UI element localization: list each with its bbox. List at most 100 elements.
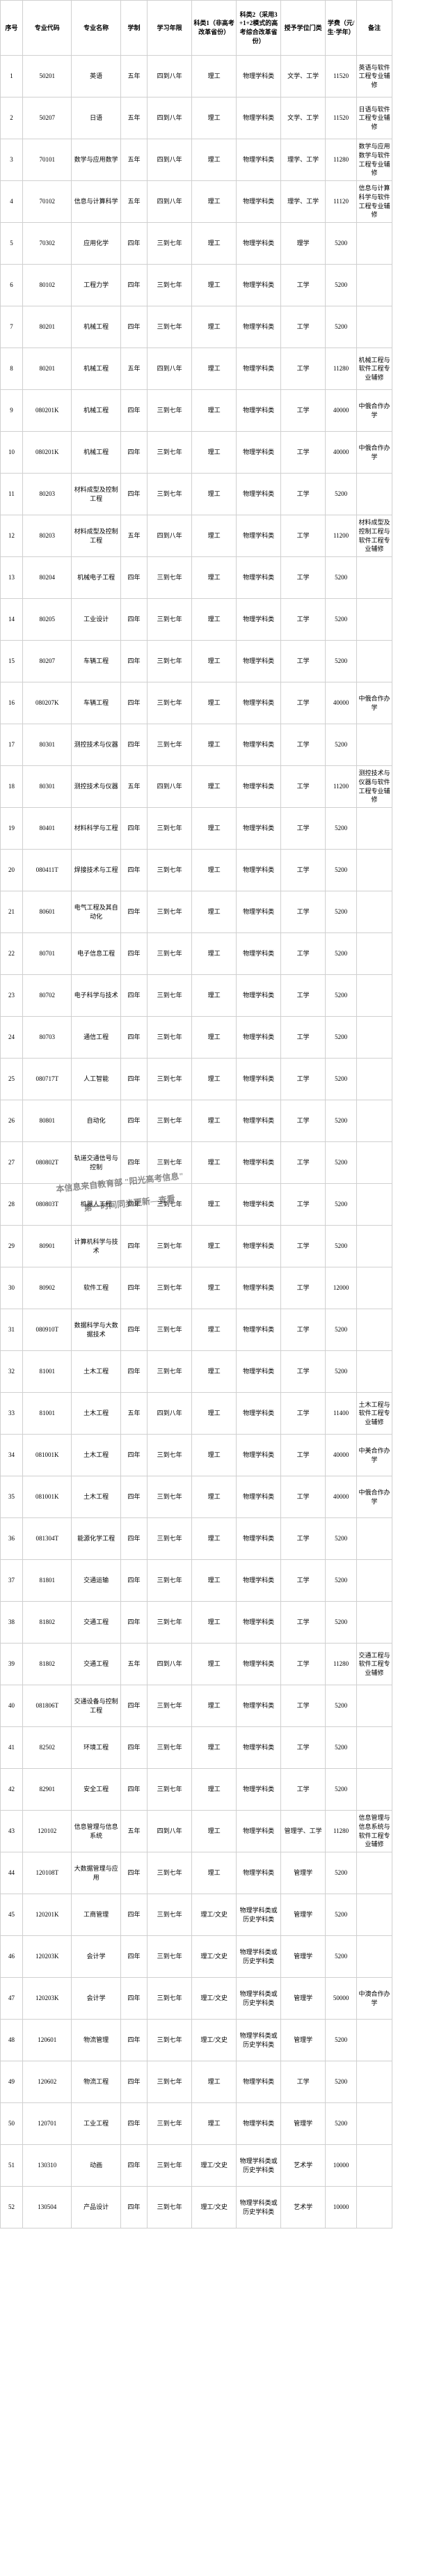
- cell-idx: 23: [1, 975, 23, 1017]
- cell-k1: 理工: [192, 682, 237, 724]
- cell-degree: 工学: [281, 515, 326, 557]
- cell-code: 80401: [23, 808, 72, 850]
- cell-fee: 5200: [326, 1685, 357, 1727]
- cell-idx: 36: [1, 1518, 23, 1560]
- cell-k1: 理工: [192, 1267, 237, 1309]
- cell-note: [356, 474, 392, 515]
- cell-name: 车辆工程: [72, 682, 120, 724]
- cell-name: 人工智能: [72, 1059, 120, 1100]
- cell-degree: 工学: [281, 1226, 326, 1267]
- cell-k2: 物理学科类: [237, 1309, 281, 1351]
- cell-name: 工程力学: [72, 265, 120, 306]
- cell-note: [356, 1017, 392, 1059]
- cell-sys: 四年: [120, 1852, 147, 1894]
- cell-name: 机械电子工程: [72, 557, 120, 599]
- cell-name: 机械工程: [72, 432, 120, 474]
- cell-name: 大数据管理与应用: [72, 1852, 120, 1894]
- cell-fee: 5200: [326, 1184, 357, 1226]
- cell-note: 英语与软件工程专业辅修: [356, 56, 392, 97]
- cell-fee: 5200: [326, 850, 357, 891]
- cell-k2: 物理学科类: [237, 641, 281, 682]
- cell-k2: 物理学科类或历史学科类: [237, 2187, 281, 2228]
- cell-k2: 物理学科类: [237, 1435, 281, 1476]
- cell-years: 三到七年: [148, 223, 192, 265]
- cell-degree: 理学、工学: [281, 139, 326, 181]
- cell-fee: 5200: [326, 1226, 357, 1267]
- cell-k1: 理工: [192, 1811, 237, 1852]
- cell-degree: 工学: [281, 348, 326, 390]
- cell-fee: 5200: [326, 808, 357, 850]
- cell-years: 三到七年: [148, 1435, 192, 1476]
- cell-idx: 31: [1, 1309, 23, 1351]
- cell-years: 三到七年: [148, 1309, 192, 1351]
- cell-idx: 41: [1, 1727, 23, 1769]
- cell-sys: 四年: [120, 1894, 147, 1936]
- cell-k1: 理工/文史: [192, 1894, 237, 1936]
- cell-code: 120203K: [23, 1978, 72, 2020]
- cell-k1: 理工: [192, 474, 237, 515]
- cell-k2: 物理学科类: [237, 1476, 281, 1518]
- cell-name: 环境工程: [72, 1727, 120, 1769]
- cell-name: 测控技术与仪器: [72, 724, 120, 766]
- cell-k2: 物理学科类: [237, 766, 281, 808]
- cell-years: 三到七年: [148, 474, 192, 515]
- cell-degree: 工学: [281, 641, 326, 682]
- cell-degree: 工学: [281, 933, 326, 975]
- cell-degree: 工学: [281, 975, 326, 1017]
- table-row: 470102信息与计算科学五年四到八年理工物理学科类理学、工学11120信息与计…: [1, 181, 446, 223]
- cell-degree: 工学: [281, 265, 326, 306]
- cell-note: [356, 1602, 392, 1644]
- cell-code: 82502: [23, 1727, 72, 1769]
- cell-name: 机械工程: [72, 348, 120, 390]
- cell-name: 应用化学: [72, 223, 120, 265]
- table-row: 2180601电气工程及其自动化四年三到七年理工物理学科类工学5200: [1, 891, 446, 933]
- cell-k2: 物理学科类: [237, 181, 281, 223]
- cell-years: 三到七年: [148, 1769, 192, 1811]
- cell-degree: 工学: [281, 474, 326, 515]
- cell-idx: 28: [1, 1184, 23, 1226]
- cell-years: 三到七年: [148, 599, 192, 641]
- column-header: 专业名称: [72, 1, 120, 56]
- cell-k2: 物理学科类: [237, 1644, 281, 1685]
- cell-name: 英语: [72, 56, 120, 97]
- cell-years: 三到七年: [148, 2020, 192, 2061]
- cell-degree: 工学: [281, 1017, 326, 1059]
- cell-fee: 40000: [326, 432, 357, 474]
- majors-table: 序号专业代码专业名称学制学习年限科类1（非高考改革省份）科类2（采用3+1+2模…: [0, 0, 446, 2228]
- cell-years: 三到七年: [148, 1059, 192, 1100]
- cell-sys: 四年: [120, 2020, 147, 2061]
- cell-k1: 理工: [192, 2103, 237, 2145]
- cell-fee: 5200: [326, 1894, 357, 1936]
- cell-years: 三到七年: [148, 808, 192, 850]
- cell-idx: 22: [1, 933, 23, 975]
- cell-idx: 4: [1, 181, 23, 223]
- cell-years: 三到七年: [148, 1727, 192, 1769]
- cell-name: 机械工程: [72, 390, 120, 432]
- cell-note: [356, 1685, 392, 1727]
- cell-note: [356, 975, 392, 1017]
- cell-note: [356, 2145, 392, 2187]
- cell-degree: 工学: [281, 1184, 326, 1226]
- cell-name: 会计学: [72, 1936, 120, 1978]
- cell-years: 三到七年: [148, 933, 192, 975]
- cell-code: 80205: [23, 599, 72, 641]
- cell-degree: 文学、工学: [281, 56, 326, 97]
- cell-code: 081001K: [23, 1435, 72, 1476]
- cell-sys: 四年: [120, 724, 147, 766]
- cell-degree: 管理学: [281, 1978, 326, 2020]
- cell-sys: 五年: [120, 348, 147, 390]
- cell-fee: 10000: [326, 2187, 357, 2228]
- cell-fee: 5200: [326, 557, 357, 599]
- table-row: 3281001土木工程四年三到七年理工物理学科类工学5200: [1, 1351, 446, 1393]
- cell-k2: 物理学科类: [237, 1142, 281, 1184]
- cell-sys: 四年: [120, 1518, 147, 1560]
- cell-k1: 理工: [192, 306, 237, 348]
- cell-note: [356, 1894, 392, 1936]
- cell-fee: 40000: [326, 682, 357, 724]
- cell-fee: 11280: [326, 1644, 357, 1685]
- cell-code: 81001: [23, 1393, 72, 1435]
- table-row: 1280203材料成型及控制工程五年四到八年理工物理学科类工学11200材料成型…: [1, 515, 446, 557]
- cell-k2: 物理学科类: [237, 557, 281, 599]
- cell-k2: 物理学科类: [237, 515, 281, 557]
- cell-k1: 理工: [192, 1309, 237, 1351]
